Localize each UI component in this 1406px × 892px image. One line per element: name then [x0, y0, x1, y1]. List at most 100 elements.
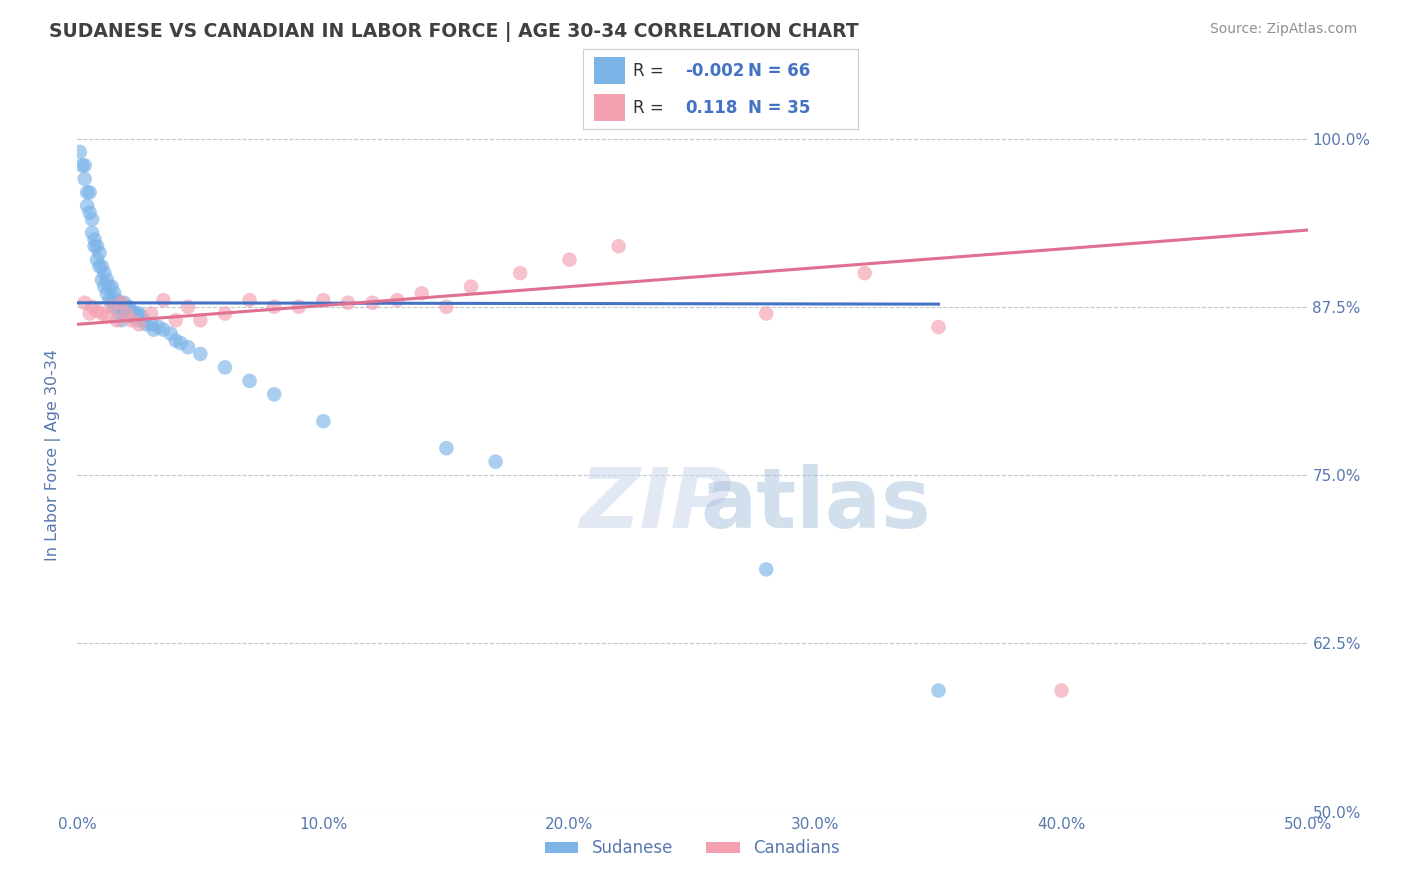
Point: [86, 239, 108, 253]
Point: [853, 266, 876, 280]
Point: [103, 300, 125, 314]
Point: [755, 562, 778, 576]
Point: [928, 320, 950, 334]
Point: [485, 455, 508, 469]
Point: [115, 307, 138, 321]
Point: [131, 310, 153, 324]
Point: [141, 307, 163, 321]
Point: [142, 323, 165, 337]
Point: [152, 293, 174, 307]
Point: [70, 158, 93, 172]
Point: [89, 246, 111, 260]
Point: [79, 307, 101, 321]
Point: [101, 300, 124, 314]
Point: [108, 307, 131, 321]
Point: [105, 300, 128, 314]
Point: [411, 286, 433, 301]
Point: [263, 387, 285, 401]
Point: [103, 286, 125, 301]
Point: [263, 300, 285, 314]
Text: -0.002: -0.002: [685, 62, 744, 79]
Point: [93, 279, 115, 293]
Point: [111, 313, 132, 327]
Point: [89, 260, 111, 274]
Point: [73, 295, 96, 310]
Point: [69, 145, 91, 159]
Text: ZIP: ZIP: [579, 465, 733, 545]
Point: [118, 300, 141, 314]
Point: [79, 186, 101, 200]
Point: [98, 293, 121, 307]
Point: [177, 340, 200, 354]
Point: [509, 266, 531, 280]
Point: [101, 279, 124, 293]
Point: [160, 326, 183, 341]
Point: [90, 273, 114, 287]
Point: [96, 286, 118, 301]
Point: [121, 310, 143, 324]
Point: [128, 307, 150, 321]
Point: [115, 300, 138, 314]
Point: [165, 334, 187, 348]
Point: [125, 307, 148, 321]
Point: [112, 307, 135, 321]
Point: [755, 307, 778, 321]
Point: [96, 310, 118, 324]
Point: [239, 293, 262, 307]
Text: R =: R =: [633, 99, 669, 117]
Point: [82, 226, 104, 240]
Point: [558, 252, 581, 267]
Point: [177, 300, 200, 314]
Point: [128, 318, 150, 332]
Point: [122, 307, 145, 321]
Y-axis label: In Labor Force | Age 30-34: In Labor Force | Age 30-34: [45, 349, 62, 561]
Point: [135, 318, 157, 332]
Point: [436, 441, 458, 455]
Point: [115, 307, 138, 321]
Point: [90, 307, 114, 321]
Point: [214, 360, 236, 375]
Point: [76, 199, 98, 213]
Text: atlas: atlas: [700, 465, 931, 545]
Point: [170, 336, 193, 351]
Point: [607, 239, 630, 253]
Point: [90, 260, 114, 274]
Text: 0.118: 0.118: [685, 99, 737, 117]
Point: [96, 273, 118, 287]
Point: [83, 239, 105, 253]
Text: SUDANESE VS CANADIAN IN LABOR FORCE | AGE 30-34 CORRELATION CHART: SUDANESE VS CANADIAN IN LABOR FORCE | AG…: [49, 22, 859, 42]
Point: [112, 295, 135, 310]
Point: [288, 300, 311, 314]
Point: [82, 300, 104, 314]
Point: [152, 323, 174, 337]
Point: [73, 172, 96, 186]
Point: [105, 293, 128, 307]
Point: [101, 293, 124, 307]
Point: [190, 313, 212, 327]
Point: [214, 307, 236, 321]
Point: [165, 313, 187, 327]
Point: [121, 313, 143, 327]
Point: [86, 252, 108, 267]
Point: [111, 295, 132, 310]
Point: [83, 232, 105, 246]
Point: [312, 414, 335, 428]
Point: [928, 683, 950, 698]
Point: [337, 295, 360, 310]
Point: [1050, 683, 1073, 698]
Text: Source: ZipAtlas.com: Source: ZipAtlas.com: [1209, 22, 1357, 37]
Text: N = 66: N = 66: [748, 62, 810, 79]
Point: [118, 310, 141, 324]
Point: [79, 205, 101, 219]
Point: [76, 186, 98, 200]
Point: [111, 300, 132, 314]
Point: [436, 300, 458, 314]
Legend: Sudanese, Canadians: Sudanese, Canadians: [538, 833, 846, 864]
Point: [86, 303, 108, 318]
FancyBboxPatch shape: [595, 57, 624, 85]
Point: [132, 313, 155, 327]
Point: [93, 266, 115, 280]
Point: [98, 279, 121, 293]
Point: [190, 347, 212, 361]
Point: [105, 313, 128, 327]
